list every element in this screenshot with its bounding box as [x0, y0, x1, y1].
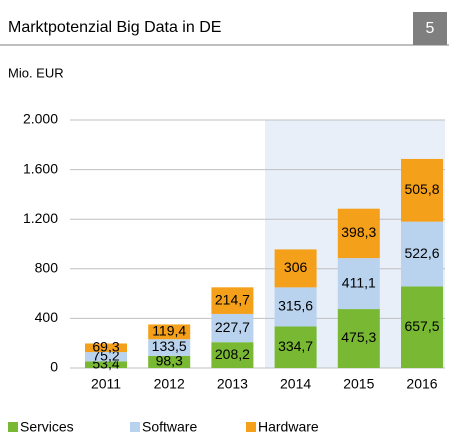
bar-segment [148, 339, 191, 356]
bar-segment [401, 158, 443, 222]
bar-segment [401, 286, 443, 368]
data-label: 315,6 [278, 298, 313, 314]
bar-segment [211, 287, 254, 314]
bar-segment [274, 287, 317, 327]
data-label: 334,7 [278, 338, 313, 354]
bar-segment [211, 342, 254, 368]
data-label: 398,3 [341, 224, 376, 240]
x-tick-label: 2013 [217, 376, 248, 392]
subtitle: Mio. EUR [8, 65, 64, 80]
page-number: 5 [426, 20, 435, 37]
bar-segment [337, 258, 380, 310]
x-tick-label: 2012 [154, 376, 185, 392]
bar-segment [274, 249, 317, 288]
bar-segment [401, 221, 443, 287]
legend-swatch [246, 422, 256, 432]
bar-segment [211, 313, 254, 343]
data-label: 69,3 [92, 338, 119, 354]
legend-label: Services [20, 419, 74, 435]
bar-segment [337, 208, 380, 259]
bar-segment [337, 309, 380, 368]
y-tick-label: 800 [35, 260, 59, 276]
data-label: 133,5 [152, 338, 187, 354]
bar-segment [85, 343, 127, 353]
data-label: 306 [284, 259, 308, 275]
data-label: 475,3 [341, 329, 376, 345]
x-tick-label: 2014 [280, 376, 311, 392]
y-tick-label: 1.600 [23, 160, 58, 176]
data-label: 411,1 [342, 274, 376, 290]
bar-segment [85, 352, 127, 362]
bar-segment [148, 355, 191, 368]
data-label: 657,5 [404, 318, 439, 334]
data-label: 214,7 [215, 291, 250, 307]
data-label: 522,6 [404, 245, 439, 261]
y-tick-label: 400 [35, 309, 59, 325]
bar-segment [85, 361, 127, 368]
page-number-box [413, 12, 447, 45]
legend-swatch [8, 422, 18, 432]
legend-swatch [130, 422, 140, 432]
data-label: 98,3 [156, 353, 183, 369]
chart-title: Marktpotenzial Big Data in DE [8, 19, 221, 36]
x-tick-label: 2016 [406, 376, 437, 392]
legend-label: Hardware [258, 419, 319, 435]
y-tick-label: 1.200 [23, 210, 58, 226]
x-tick-label: 2011 [91, 376, 121, 392]
y-tick-label: 2.000 [23, 111, 58, 127]
data-label: 227,7 [215, 319, 250, 335]
y-tick-label: 0 [50, 359, 58, 375]
legend-label: Software [142, 419, 197, 435]
bar-segment [148, 324, 191, 340]
data-label: 505,8 [404, 181, 439, 197]
data-label: 119,4 [152, 323, 186, 339]
bar-segment [274, 326, 317, 368]
data-label: 208,2 [215, 346, 250, 362]
x-tick-label: 2015 [343, 376, 374, 392]
